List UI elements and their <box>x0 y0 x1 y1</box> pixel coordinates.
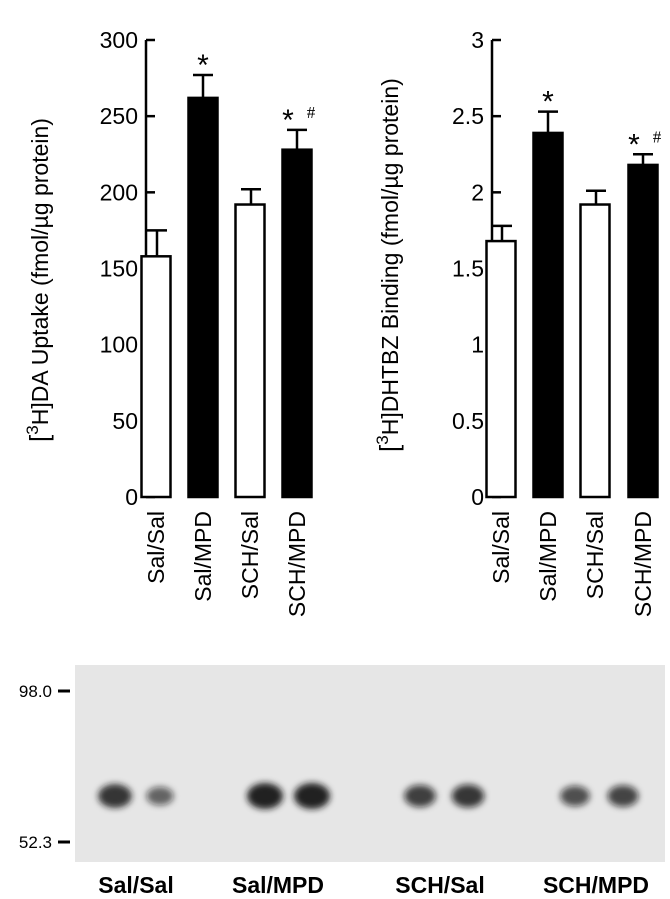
blot-band <box>404 784 436 808</box>
significance-marker: * <box>197 49 209 82</box>
x-tick-label: SCH/Sal <box>582 511 608 599</box>
x-tick-label: Sal/MPD <box>535 511 561 602</box>
y-tick-label: 150 <box>100 256 138 282</box>
y-tick-label: 0 <box>471 484 484 510</box>
blot-band <box>607 785 639 807</box>
y-tick-label: 250 <box>100 103 138 129</box>
binding-ylabel-superscript: 3 <box>373 435 392 444</box>
y-tick-label: 50 <box>112 408 138 434</box>
y-tick-label: 3 <box>471 27 484 53</box>
blot-marker-52: 52.3 <box>19 833 52 852</box>
blot-band <box>98 784 132 808</box>
significance-marker: * <box>628 128 640 161</box>
significance-marker: * <box>542 86 554 119</box>
uptake-ylabel-bracket: [ <box>24 434 54 442</box>
y-tick-label: 200 <box>100 179 138 205</box>
significance-marker: # <box>653 127 662 146</box>
x-tick-label: Sal/Sal <box>143 511 169 584</box>
x-tick-label: SCH/MPD <box>630 511 656 617</box>
blot-marker-98: 98.0 <box>19 682 52 701</box>
y-tick-label: 2 <box>471 179 484 205</box>
blot-lane-label-sch-sal: SCH/Sal <box>395 872 484 898</box>
binding-chart: 0 0.5 1 1.5 2 2.5 3 Sal/Sal * Sal/MPD SCH/Sal * # SCH… <box>373 27 662 617</box>
bar <box>485 239 517 499</box>
y-tick-label: 1.5 <box>452 256 484 282</box>
uptake-ylabel: [3H]DA Uptake (fmol/µg protein) <box>23 118 54 442</box>
uptake-chart: 0 50 100 150 200 250 300 Sal/Sal * Sal/MPD SCH/Sal… <box>23 27 316 617</box>
binding-ylabel: [3H]DHTBZ Binding (fmol/µg protein) <box>373 78 404 452</box>
x-tick-label: SCH/MPD <box>284 511 310 617</box>
bar <box>281 148 313 499</box>
blot-membrane <box>75 665 665 862</box>
y-tick-label: 300 <box>100 27 138 53</box>
y-tick-label: 0.5 <box>452 408 484 434</box>
bar <box>532 131 564 499</box>
blot-lane-label-sal-mpd: Sal/MPD <box>232 872 324 898</box>
bar <box>234 203 266 499</box>
bar <box>187 96 219 499</box>
blot-band <box>294 783 330 809</box>
x-tick-label: Sal/MPD <box>190 511 216 602</box>
y-tick-label: 1 <box>471 332 484 358</box>
y-tick-label: 2.5 <box>452 103 484 129</box>
significance-marker: * <box>282 104 294 137</box>
significance-marker: # <box>307 103 316 122</box>
bar <box>140 255 172 499</box>
binding-ylabel-text: H]DHTBZ Binding (fmol/µg protein) <box>377 78 403 435</box>
uptake-ylabel-superscript: 3 <box>23 425 42 434</box>
bar <box>627 163 659 499</box>
blot-band <box>146 786 174 806</box>
uptake-ylabel-text: H]DA Uptake (fmol/µg protein) <box>27 118 53 425</box>
y-tick-label: 100 <box>100 332 138 358</box>
blot-band <box>451 784 485 808</box>
y-tick-label: 0 <box>125 484 138 510</box>
x-tick-label: Sal/Sal <box>488 511 514 584</box>
x-tick-label: SCH/Sal <box>237 511 263 599</box>
western-blot: 98.0 52.3 Sal/Sal Sal/MPD SCH/Sal SCH/MP… <box>19 665 665 898</box>
blot-band <box>247 783 283 809</box>
bar <box>579 203 611 499</box>
binding-ylabel-bracket: [ <box>374 444 404 452</box>
blot-lane-label-sal-sal: Sal/Sal <box>98 872 173 898</box>
blot-lane-label-sch-mpd: SCH/MPD <box>543 872 649 898</box>
blot-band <box>560 785 590 807</box>
